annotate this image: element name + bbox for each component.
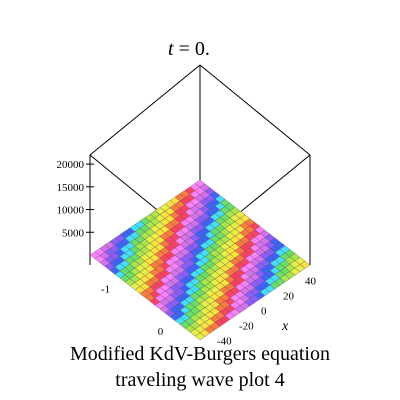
x-axis: -40 -20 0 20 40 bbox=[217, 276, 317, 348]
z-tick-label: 10000 bbox=[57, 205, 85, 217]
z-tick-label: 15000 bbox=[57, 182, 85, 194]
z-tick-label: 5000 bbox=[62, 227, 85, 239]
y-tick-label: 0 bbox=[158, 326, 164, 338]
y-axis: -1 0 bbox=[101, 283, 164, 338]
caption-line-2: traveling wave plot 4 bbox=[115, 369, 285, 391]
z-axis: 5000 10000 15000 20000 bbox=[57, 159, 94, 239]
x-tick-label: -40 bbox=[217, 336, 232, 348]
y-tick-label: -1 bbox=[101, 283, 110, 295]
caption-line-1: Modified KdV-Burgers equation bbox=[70, 343, 330, 365]
x-tick-label: 0 bbox=[261, 306, 267, 318]
x-axis-label: x bbox=[281, 319, 289, 334]
x-tick-label: -20 bbox=[239, 321, 254, 333]
time-value: = 0. bbox=[174, 38, 210, 60]
z-tick-label: 20000 bbox=[57, 159, 85, 171]
surface-mesh bbox=[89, 179, 311, 341]
time-label: t = 0. bbox=[168, 38, 210, 60]
x-tick-label: 20 bbox=[283, 291, 295, 303]
x-tick-label: 40 bbox=[305, 276, 317, 288]
surface-cell bbox=[299, 260, 311, 269]
time-variable: t bbox=[168, 38, 174, 60]
